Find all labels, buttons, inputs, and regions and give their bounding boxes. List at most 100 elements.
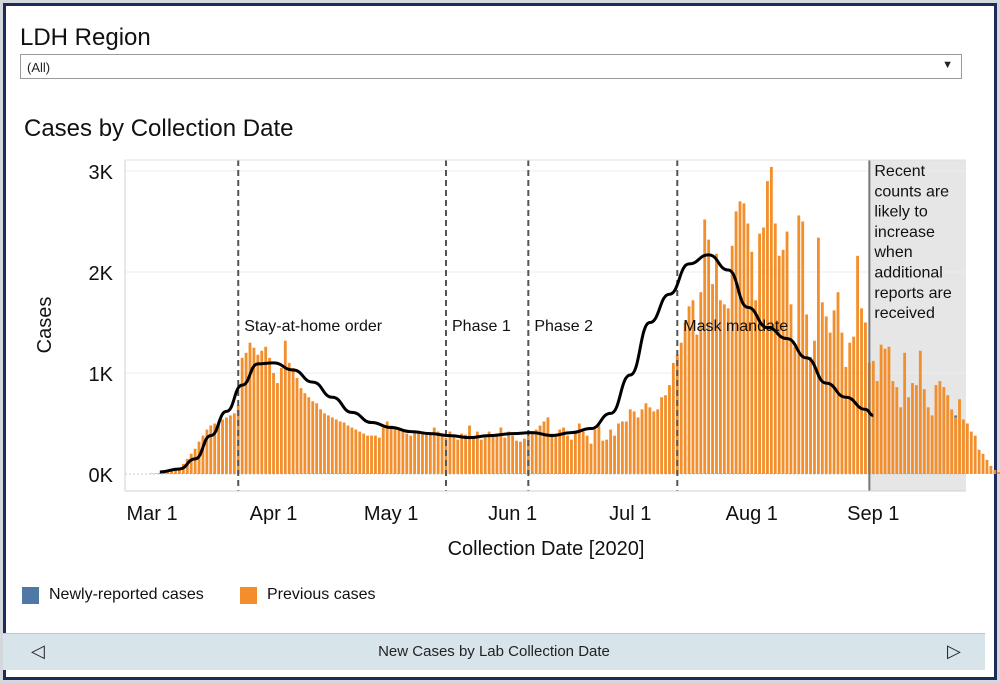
bar-previous xyxy=(550,433,554,474)
triangle-right-icon[interactable]: ▷ xyxy=(947,641,961,661)
bar-previous xyxy=(264,346,268,474)
bar-previous xyxy=(323,413,326,474)
bar-previous xyxy=(887,346,891,474)
bar-previous xyxy=(871,360,875,474)
bar-previous xyxy=(358,431,362,474)
bar-previous xyxy=(519,441,522,474)
bar-previous xyxy=(597,425,601,474)
bar-previous xyxy=(295,378,299,474)
bar-previous xyxy=(926,407,930,474)
region-dropdown[interactable]: (All) ▼ xyxy=(20,54,962,79)
bar-previous xyxy=(185,458,189,474)
bar-previous xyxy=(769,166,773,474)
recent-period-label: Recent xyxy=(874,163,925,180)
bar-previous xyxy=(777,255,781,474)
bar-previous xyxy=(718,300,722,474)
bar-previous xyxy=(205,429,209,474)
bar-previous xyxy=(483,435,487,474)
bar-previous xyxy=(189,453,193,474)
bar-previous xyxy=(566,435,569,474)
filter-title: LDH Region xyxy=(20,24,151,51)
bar-previous xyxy=(381,427,385,474)
x-tick-label: Apr 1 xyxy=(250,503,298,525)
bar-previous xyxy=(291,367,295,474)
bar-previous xyxy=(326,415,330,474)
bar-previous xyxy=(997,471,1000,474)
bar-previous xyxy=(342,422,346,474)
bar-previous xyxy=(703,219,707,474)
bar-previous xyxy=(613,435,616,474)
bar-previous xyxy=(895,387,899,474)
bar-previous xyxy=(679,342,683,474)
bar-previous xyxy=(436,431,440,474)
bar-previous xyxy=(942,387,946,474)
y-tick-label: 0K xyxy=(89,465,114,487)
legend-label-new: Newly-reported cases xyxy=(49,586,204,603)
bar-previous xyxy=(738,201,742,475)
bar-previous xyxy=(424,434,428,474)
y-tick-label: 3K xyxy=(89,162,114,184)
bar-previous xyxy=(225,417,228,474)
chart-title: Cases by Collection Date xyxy=(24,115,294,142)
bar-previous xyxy=(852,336,856,474)
bar-previous xyxy=(660,397,664,474)
bar-previous xyxy=(758,233,762,474)
x-tick-label: May 1 xyxy=(364,503,418,525)
bar-previous xyxy=(707,239,711,474)
bar-previous xyxy=(522,438,526,474)
bar-previous xyxy=(691,300,695,474)
bar-previous xyxy=(354,429,358,474)
bar-previous xyxy=(334,419,338,474)
bar-previous xyxy=(781,249,785,474)
bar-previous xyxy=(950,409,954,474)
bar-previous xyxy=(573,431,577,474)
bar-previous xyxy=(762,227,765,474)
bar-previous xyxy=(805,314,809,474)
bar-previous xyxy=(973,435,977,474)
recent-period-label: received xyxy=(874,305,934,322)
bar-previous xyxy=(828,332,832,474)
region-dropdown-value: (All) xyxy=(27,60,51,75)
bar-previous xyxy=(240,357,244,474)
bar-previous xyxy=(456,439,460,474)
bar-previous xyxy=(605,439,609,474)
legend-swatch-new xyxy=(22,587,39,604)
bar-previous xyxy=(609,429,613,474)
bar-previous xyxy=(570,439,573,474)
bar-previous xyxy=(624,421,628,474)
bar-previous xyxy=(515,440,518,474)
bar-previous xyxy=(875,381,879,474)
bar-previous xyxy=(836,292,840,474)
bar-previous xyxy=(636,417,640,474)
bar-previous xyxy=(993,469,997,474)
bar-previous xyxy=(499,427,503,474)
bar-previous xyxy=(174,469,177,474)
bar-previous xyxy=(644,403,648,474)
bar-previous xyxy=(891,381,895,474)
bar-previous xyxy=(730,245,734,474)
bar-previous xyxy=(213,423,217,474)
footer-label: New Cases by Lab Collection Date xyxy=(378,643,610,660)
bar-previous xyxy=(648,407,652,474)
bar-previous xyxy=(452,435,456,474)
bar-previous xyxy=(632,411,636,474)
bar-previous xyxy=(754,300,758,474)
bars xyxy=(150,166,1000,475)
bar-previous xyxy=(558,429,562,474)
triangle-left-icon[interactable]: ◁ xyxy=(31,641,45,661)
bar-previous xyxy=(448,431,452,474)
footer-nav: ◁ New Cases by Lab Collection Date ▷ xyxy=(3,633,985,670)
bar-previous xyxy=(319,409,322,474)
average-line-path xyxy=(159,253,874,474)
bar-previous xyxy=(511,435,515,474)
bar-previous xyxy=(581,431,585,474)
bar-previous xyxy=(158,472,162,474)
bar-previous xyxy=(726,308,730,474)
bar-previous xyxy=(487,431,491,474)
bar-previous xyxy=(377,437,381,474)
bar-previous xyxy=(722,304,726,474)
recent-period-label: when xyxy=(873,244,912,261)
bar-previous xyxy=(832,310,836,474)
axes: 0K 1K 2K 3K Mar 1 Apr 1 May 1 Jun 1 Jul 1 Aug 1 Se… xyxy=(34,159,966,560)
bar-previous xyxy=(538,425,542,474)
